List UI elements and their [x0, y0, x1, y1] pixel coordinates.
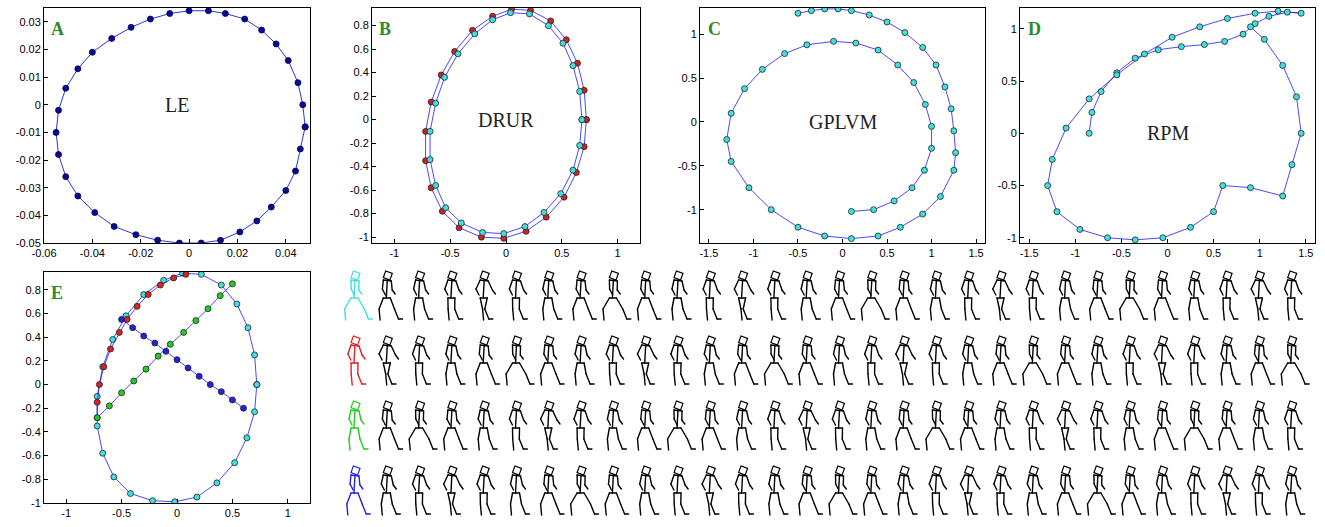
svg-text:-1.5: -1.5 [699, 247, 718, 259]
svg-text:-1: -1 [359, 231, 369, 243]
svg-text:0: 0 [35, 378, 41, 390]
svg-text:0.6: 0.6 [26, 307, 41, 319]
svg-text:DRUR: DRUR [478, 109, 534, 131]
svg-text:1: 1 [691, 28, 697, 40]
svg-text:1: 1 [928, 247, 934, 259]
svg-text:-0.8: -0.8 [350, 207, 369, 219]
svg-text:-0.04: -0.04 [80, 247, 105, 259]
svg-text:-1: -1 [749, 247, 759, 259]
svg-text:-0.01: -0.01 [16, 126, 41, 138]
svg-text:B: B [379, 19, 391, 39]
svg-text:LE: LE [165, 94, 189, 116]
svg-text:-0.5: -0.5 [1112, 247, 1131, 259]
svg-text:-0.5: -0.5 [788, 247, 807, 259]
svg-text:0.8: 0.8 [26, 284, 41, 296]
svg-text:1.5: 1.5 [1298, 247, 1313, 259]
svg-text:1: 1 [615, 247, 621, 259]
svg-text:-1: -1 [1007, 232, 1017, 244]
svg-text:0.2: 0.2 [26, 355, 41, 367]
svg-text:0: 0 [363, 113, 369, 125]
svg-text:D: D [1028, 19, 1041, 39]
svg-text:-0.05: -0.05 [16, 237, 41, 249]
svg-text:-0.4: -0.4 [22, 426, 41, 438]
svg-text:0.6: 0.6 [354, 43, 369, 55]
svg-text:0: 0 [503, 247, 509, 259]
svg-text:0.5: 0.5 [1002, 75, 1017, 87]
svg-text:0.5: 0.5 [225, 507, 240, 519]
svg-text:-1: -1 [389, 247, 399, 259]
svg-text:0: 0 [174, 507, 180, 519]
svg-text:1: 1 [285, 507, 291, 519]
svg-text:-1: -1 [1070, 247, 1080, 259]
svg-text:0.4: 0.4 [26, 331, 41, 343]
svg-text:0.5: 0.5 [879, 247, 894, 259]
svg-text:-0.6: -0.6 [22, 449, 41, 461]
svg-text:0.2: 0.2 [354, 90, 369, 102]
svg-text:-0.5: -0.5 [441, 247, 460, 259]
svg-text:0.02: 0.02 [227, 247, 248, 259]
svg-text:1: 1 [1011, 23, 1017, 35]
svg-text:-0.5: -0.5 [112, 507, 131, 519]
svg-text:-0.2: -0.2 [350, 137, 369, 149]
svg-text:-0.06: -0.06 [31, 247, 56, 259]
svg-text:0: 0 [35, 99, 41, 111]
svg-text:A: A [51, 19, 64, 39]
svg-text:-0.6: -0.6 [350, 184, 369, 196]
svg-text:0.03: 0.03 [19, 16, 40, 28]
svg-text:1.5: 1.5 [968, 247, 983, 259]
svg-text:-0.03: -0.03 [16, 182, 41, 194]
svg-text:GPLVM: GPLVM [809, 111, 877, 133]
svg-text:-0.2: -0.2 [22, 402, 41, 414]
svg-text:0.04: 0.04 [275, 247, 296, 259]
svg-text:-0.02: -0.02 [16, 154, 41, 166]
svg-text:-0.8: -0.8 [22, 473, 41, 485]
svg-text:-1: -1 [687, 204, 697, 216]
svg-text:0.01: 0.01 [19, 71, 40, 83]
svg-text:0.5: 0.5 [1206, 247, 1221, 259]
svg-text:-1.5: -1.5 [1020, 247, 1039, 259]
svg-text:-0.5: -0.5 [678, 160, 697, 172]
svg-text:0: 0 [691, 116, 697, 128]
svg-text:0.5: 0.5 [554, 247, 569, 259]
svg-text:0.4: 0.4 [354, 66, 369, 78]
svg-text:-0.5: -0.5 [998, 179, 1017, 191]
svg-text:E: E [51, 283, 63, 303]
svg-text:-0.4: -0.4 [350, 160, 369, 172]
svg-text:0.5: 0.5 [682, 72, 697, 84]
svg-text:0: 0 [1011, 127, 1017, 139]
svg-text:0.8: 0.8 [354, 19, 369, 31]
svg-text:RPM: RPM [1147, 122, 1189, 144]
svg-text:0: 0 [186, 247, 192, 259]
svg-text:1: 1 [1257, 247, 1263, 259]
svg-text:-0.04: -0.04 [16, 209, 41, 221]
svg-text:C: C [708, 19, 721, 39]
svg-text:0: 0 [1164, 247, 1170, 259]
svg-text:0.02: 0.02 [19, 43, 40, 55]
svg-text:-1: -1 [61, 507, 71, 519]
svg-text:-0.02: -0.02 [128, 247, 153, 259]
svg-text:-1: -1 [31, 497, 41, 509]
svg-text:0: 0 [839, 247, 845, 259]
